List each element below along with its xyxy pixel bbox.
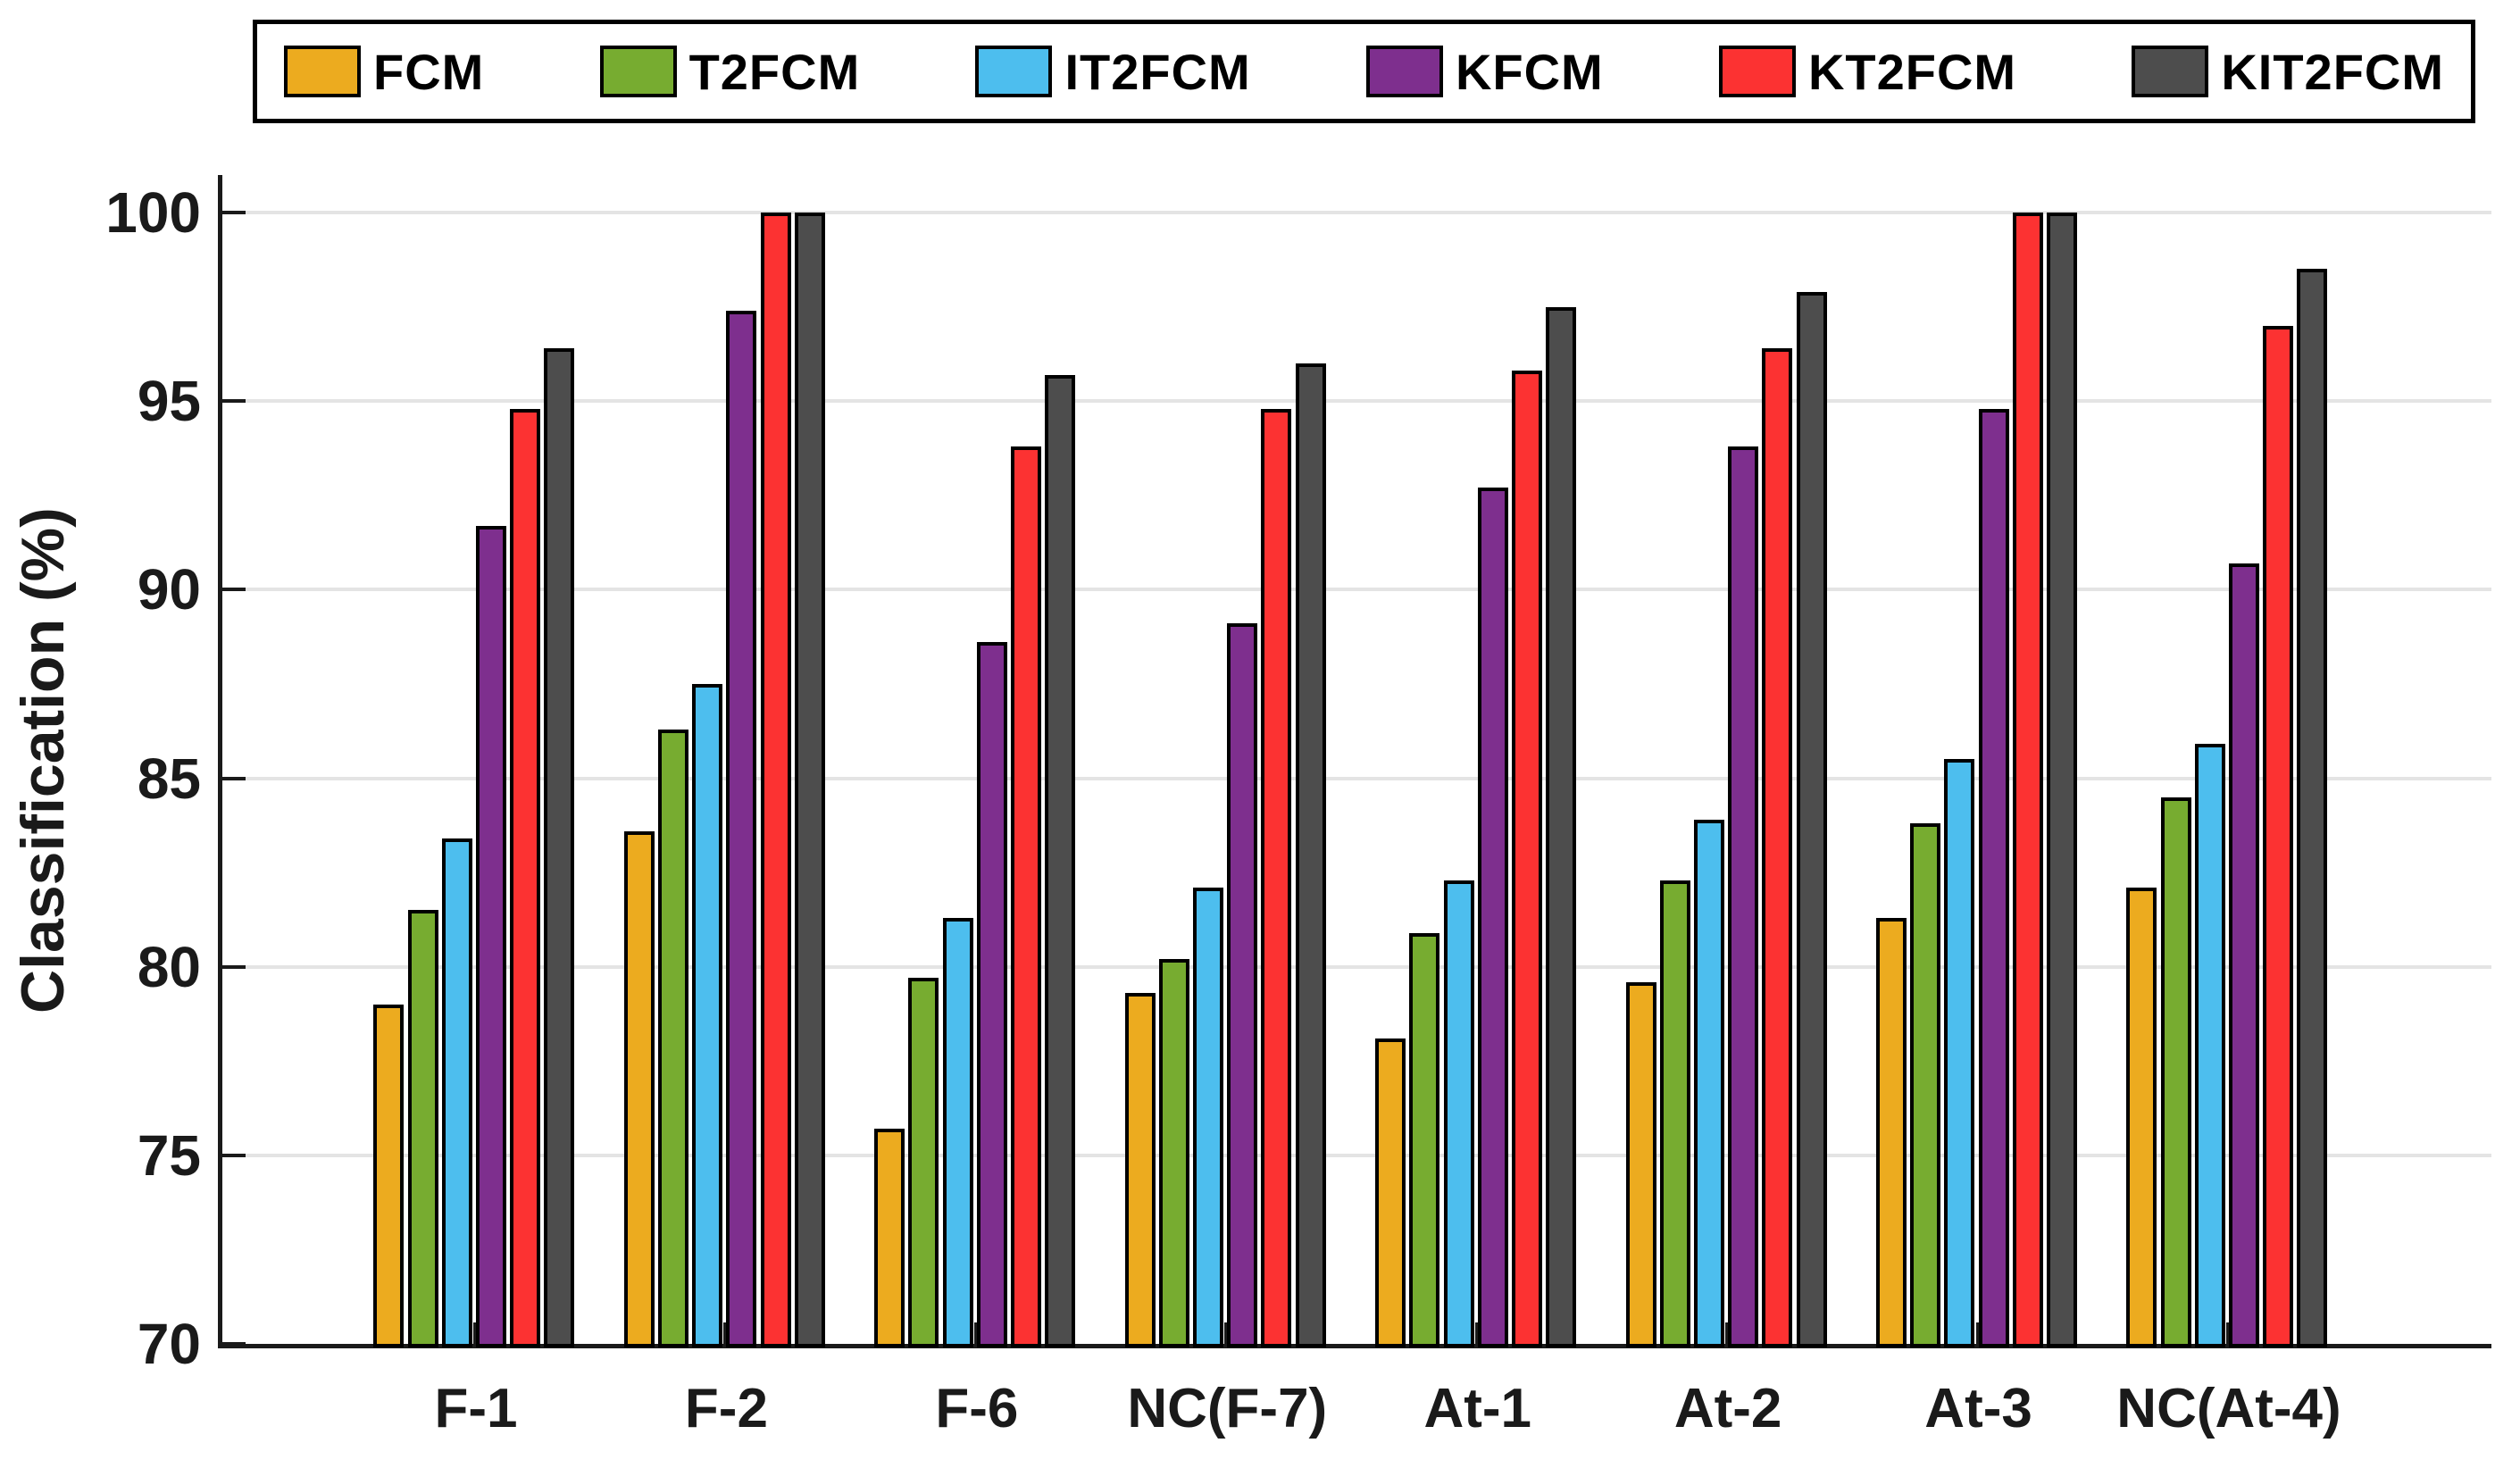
y-gridline-75 <box>222 1153 2491 1157</box>
legend-label-kit2fcm: KIT2FCM <box>2221 43 2444 100</box>
x-tick-label-At-2: At-2 <box>1673 1378 1782 1439</box>
bar-KFCM-F-1 <box>476 525 506 1347</box>
bar-T2FCM-At-2 <box>1659 880 1690 1347</box>
bar-IT2FCM-NC(F-7) <box>1193 887 1224 1347</box>
bar-KIT2FCM-At-2 <box>1796 291 1827 1347</box>
bar-KT2FCM-At-3 <box>2012 213 2043 1347</box>
y-gridline-90 <box>222 588 2491 592</box>
bar-IT2FCM-F-2 <box>692 683 723 1347</box>
bar-FCM-At-2 <box>1625 981 1656 1347</box>
y-tick-90 <box>222 588 246 592</box>
bar-FCM-F-6 <box>874 1129 905 1347</box>
bar-IT2FCM-At-1 <box>1443 880 1474 1347</box>
bar-FCM-NC(At-4) <box>2126 887 2157 1347</box>
bar-FCM-F-2 <box>623 830 655 1347</box>
bar-KIT2FCM-F-1 <box>544 348 575 1347</box>
legend-swatch-kt2fcm <box>1718 46 1796 97</box>
y-tick-95 <box>222 399 246 404</box>
y-tick-label-90: 90 <box>137 557 201 622</box>
bar-T2FCM-F-2 <box>658 729 689 1347</box>
y-axis-spine <box>218 175 222 1348</box>
y-tick-label-95: 95 <box>137 369 201 434</box>
bar-IT2FCM-F-6 <box>942 917 973 1347</box>
bar-FCM-At-1 <box>1375 1038 1406 1347</box>
y-gridline-85 <box>222 776 2491 780</box>
x-tick-label-F-1: F-1 <box>434 1378 518 1439</box>
legend-item-kit2fcm: KIT2FCM <box>2132 43 2444 101</box>
bar-KFCM-NC(At-4) <box>2229 563 2259 1347</box>
legend-swatch-fcm <box>284 46 361 97</box>
legend-item-kfcm: KFCM <box>1365 43 1604 101</box>
bar-KIT2FCM-F-6 <box>1045 374 1076 1347</box>
y-tick-80 <box>222 964 246 969</box>
bar-IT2FCM-At-2 <box>1693 819 1724 1347</box>
bar-IT2FCM-NC(At-4) <box>2194 744 2225 1347</box>
legend-item-fcm: FCM <box>284 43 484 101</box>
bar-KT2FCM-NC(At-4) <box>2263 325 2294 1347</box>
legend-label-t2fcm: T2FCM <box>688 43 861 100</box>
y-tick-label-70: 70 <box>137 1312 201 1376</box>
bar-KT2FCM-F-1 <box>510 408 541 1347</box>
x-tick-label-F-2: F-2 <box>684 1378 768 1439</box>
legend-swatch-t2fcm <box>599 46 677 97</box>
bar-KFCM-NC(F-7) <box>1227 623 1258 1347</box>
bar-KIT2FCM-At-3 <box>2046 213 2077 1347</box>
y-tick-85 <box>222 776 246 780</box>
legend-item-t2fcm: T2FCM <box>599 43 861 101</box>
bar-T2FCM-F-1 <box>407 910 438 1347</box>
legend-label-kfcm: KFCM <box>1455 43 1604 100</box>
bar-KIT2FCM-NC(At-4) <box>2297 269 2328 1347</box>
bar-KT2FCM-At-2 <box>1762 348 1793 1347</box>
legend-label-fcm: FCM <box>373 43 485 100</box>
bar-T2FCM-At-1 <box>1409 932 1440 1347</box>
y-tick-label-80: 80 <box>137 934 201 999</box>
bar-KFCM-At-2 <box>1728 446 1759 1347</box>
x-axis-spine <box>218 1344 2491 1348</box>
bar-FCM-F-1 <box>373 1004 405 1347</box>
legend-swatch-kfcm <box>1365 46 1443 97</box>
legend-item-kt2fcm: KT2FCM <box>1718 43 2017 101</box>
legend-swatch-it2fcm <box>975 46 1053 97</box>
bar-T2FCM-NC(At-4) <box>2160 797 2191 1347</box>
y-gridline-100 <box>222 211 2491 214</box>
bar-FCM-At-3 <box>1875 917 1907 1347</box>
bar-KIT2FCM-At-1 <box>1546 306 1577 1347</box>
bar-IT2FCM-At-3 <box>1944 759 1975 1347</box>
bar-T2FCM-At-3 <box>1910 823 1941 1347</box>
bar-KFCM-F-6 <box>976 642 1007 1347</box>
legend-label-it2fcm: IT2FCM <box>1064 43 1251 100</box>
y-tick-100 <box>222 211 246 214</box>
bar-IT2FCM-F-1 <box>441 838 472 1347</box>
legend-item-it2fcm: IT2FCM <box>975 43 1250 101</box>
x-tick-label-NC(At-4): NC(At-4) <box>2116 1378 2341 1439</box>
bar-FCM-NC(F-7) <box>1124 993 1156 1347</box>
y-tick-label-75: 75 <box>137 1122 201 1188</box>
bar-KT2FCM-NC(F-7) <box>1261 408 1292 1347</box>
bar-KT2FCM-F-2 <box>760 213 791 1347</box>
legend: FCM T2FCM IT2FCM KFCM KT2FCM KIT2FCM <box>253 20 2475 123</box>
bar-KT2FCM-At-1 <box>1511 371 1542 1347</box>
legend-label-kt2fcm: KT2FCM <box>1807 43 2017 100</box>
y-tick-75 <box>222 1153 246 1157</box>
y-tick-label-100: 100 <box>105 180 201 245</box>
bar-KFCM-At-3 <box>1978 408 2009 1347</box>
bar-KT2FCM-F-6 <box>1011 446 1042 1347</box>
y-gridline-95 <box>222 399 2491 404</box>
x-tick-label-At-3: At-3 <box>1924 1378 2032 1439</box>
x-tick-label-At-1: At-1 <box>1423 1378 1531 1439</box>
bar-KFCM-At-1 <box>1477 488 1508 1347</box>
x-tick-label-F-6: F-6 <box>935 1378 1019 1439</box>
x-tick-label-NC(F-7): NC(F-7) <box>1127 1378 1328 1439</box>
bar-T2FCM-F-6 <box>908 978 939 1347</box>
bar-KIT2FCM-F-2 <box>794 213 825 1347</box>
y-tick-label-85: 85 <box>137 746 201 811</box>
bar-KFCM-F-2 <box>726 310 757 1347</box>
bar-T2FCM-NC(F-7) <box>1158 959 1189 1347</box>
y-gridline-80 <box>222 964 2491 969</box>
legend-swatch-kit2fcm <box>2132 46 2209 97</box>
bar-KIT2FCM-NC(F-7) <box>1295 363 1326 1347</box>
